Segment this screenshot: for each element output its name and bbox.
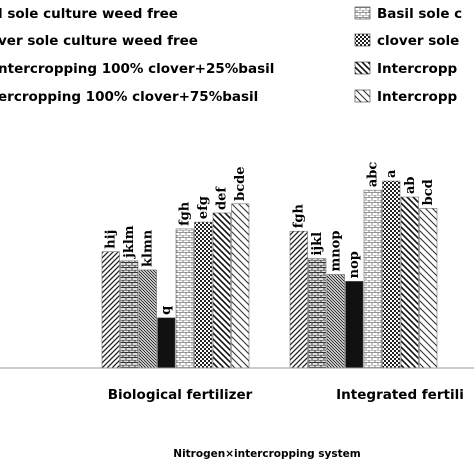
bar-data-label: fgh — [292, 204, 307, 229]
legend-entry: Basil sole c — [354, 6, 462, 22]
legend-swatch — [354, 6, 371, 20]
bar-data-label: abc — [366, 162, 381, 188]
legend-entry: l sole culture weed free — [0, 6, 178, 22]
bar-data-label: ijkl — [310, 232, 325, 256]
group-labels: Biological fertilizer Integrated fertili — [108, 387, 464, 403]
bar — [345, 281, 364, 369]
bar-data-label: ab — [403, 176, 418, 194]
legend-swatch — [354, 89, 371, 103]
legend-entry: Intercropp — [354, 61, 457, 77]
bar — [308, 258, 327, 369]
bar — [382, 180, 401, 369]
legend-label: l sole culture weed free — [0, 6, 178, 22]
legend-label: ver sole culture weed free — [0, 33, 198, 49]
bar — [175, 228, 194, 369]
bar — [289, 230, 308, 369]
legend-swatch — [354, 61, 371, 75]
legend-entry: clover sole — [354, 33, 459, 49]
bar — [101, 251, 120, 369]
bar — [120, 260, 139, 369]
legend-label: clover sole — [377, 33, 459, 49]
bar — [400, 196, 419, 369]
bar-data-label: bcde — [233, 166, 248, 200]
bar-data-label: def — [215, 186, 230, 210]
bar-data-label: mnop — [329, 231, 344, 272]
legend-entry: ver sole culture weed free — [0, 33, 198, 49]
legend-entry: Intercropp — [354, 89, 457, 105]
bar — [157, 317, 176, 369]
legend-entry: ntercropping 100% clover+25%basil — [0, 61, 274, 77]
legend-label: Intercropp — [377, 61, 457, 77]
legend: l sole culture weed free ver sole culture… — [0, 6, 462, 105]
bar-data-label: fgh — [178, 201, 193, 226]
bar — [138, 269, 157, 369]
bars — [101, 180, 438, 369]
bar — [231, 203, 250, 369]
legend-label: ercropping 100% clover+75%basil — [0, 89, 258, 105]
bar-data-label: q — [159, 306, 174, 315]
bar-data-label: hij — [104, 230, 119, 249]
legend-entry: ercropping 100% clover+75%basil — [0, 89, 258, 105]
bar — [212, 212, 231, 369]
bar-data-label: efg — [196, 196, 211, 219]
category-label: Biological fertilizer — [108, 387, 253, 403]
bar-data-label: a — [384, 169, 399, 178]
legend-swatch — [354, 33, 371, 47]
bar-data-label: nop — [347, 251, 362, 278]
legend-label: ntercropping 100% clover+25%basil — [0, 61, 274, 77]
bar-data-label: jklm — [122, 225, 137, 259]
legend-label: Intercropp — [377, 89, 457, 105]
category-label: Integrated fertili — [336, 387, 464, 403]
bar — [419, 208, 438, 369]
bar-data-label: bcd — [421, 179, 436, 205]
bar-data-label: klmn — [141, 229, 156, 267]
bar — [326, 274, 345, 369]
bar — [363, 189, 382, 369]
legend-label: Basil sole c — [377, 6, 462, 22]
bar — [194, 221, 213, 369]
x-axis-title: Nitrogen×intercropping system — [173, 448, 360, 460]
bar-labels: hijfghjklmijklklmnmnopqnopfghabcefgaghij… — [104, 162, 437, 315]
